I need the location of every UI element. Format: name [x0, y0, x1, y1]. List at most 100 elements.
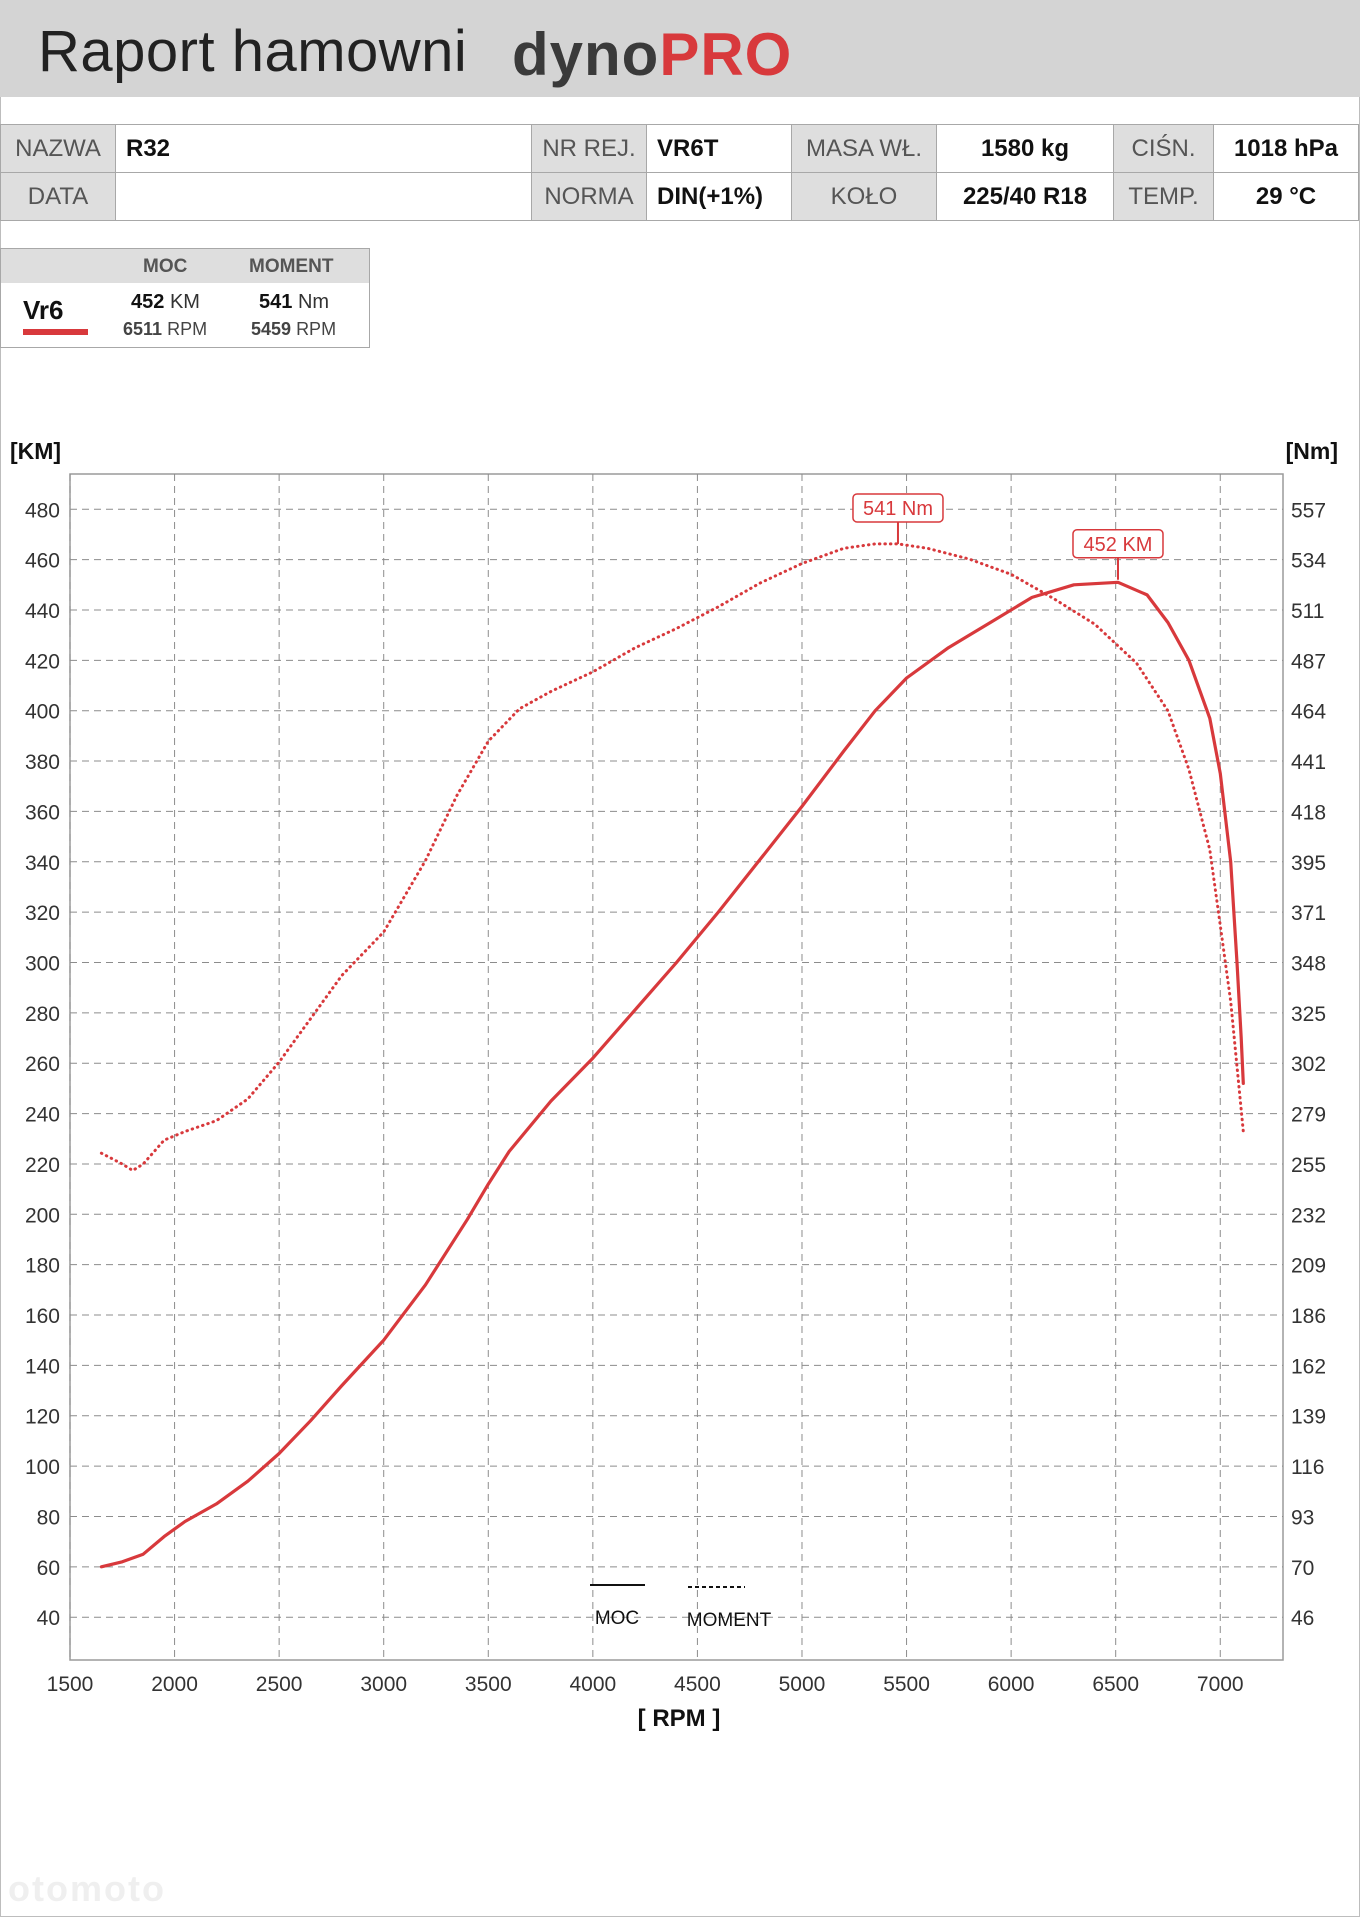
- y-tick-label-right: 418: [1291, 801, 1326, 824]
- y-tick-label-left: 40: [37, 1607, 60, 1630]
- y-tick-label-right: 371: [1291, 902, 1326, 925]
- plot-area: [69, 473, 1284, 1661]
- y-tick-label-left: 300: [25, 953, 60, 976]
- x-tick-label: 2500: [256, 1673, 303, 1696]
- value-pressure: 1018 hPa: [1213, 124, 1359, 173]
- annotation-label: 541 Nm: [863, 498, 933, 520]
- power-curve: [99, 580, 1245, 1569]
- report-header: Raport hamowni dynoPRO: [0, 0, 1360, 97]
- y-tick-label-left: 420: [25, 650, 60, 673]
- y-tick-label-left: 180: [25, 1255, 60, 1278]
- y-tick-label-left: 80: [37, 1506, 60, 1529]
- report-title: Raport hamowni: [38, 19, 468, 84]
- info-row: NAZWA R32 NR REJ. VR6T MASA WŁ. 1580 kg …: [0, 124, 1359, 173]
- dyno-chart: 40 46 60 70 80 93 100 116 120 139 140 162 160 186 180 2…: [0, 420, 1360, 1740]
- y-tick-label-right: 255: [1291, 1154, 1326, 1177]
- y-tick-label-left: 160: [25, 1305, 60, 1328]
- annotation-label: 452 KM: [1084, 534, 1153, 556]
- info-row: DATA NORMA DIN(+1%) KOŁO 225/40 R18 TEMP…: [0, 172, 1359, 221]
- x-tick-label: 5500: [883, 1673, 930, 1696]
- y-tick-label-right: 441: [1291, 751, 1326, 774]
- y-tick-label-right: 116: [1291, 1456, 1324, 1479]
- y-tick-label-right: 279: [1291, 1104, 1326, 1127]
- label-pressure: CIŚN.: [1113, 124, 1214, 173]
- x-axis-label: [ RPM ]: [638, 1705, 721, 1732]
- run-name: Vr6: [23, 295, 64, 325]
- y-tick-label-right: 139: [1291, 1406, 1326, 1429]
- x-tick-label: 3000: [360, 1673, 407, 1696]
- legend-label-torque: MOMENT: [687, 1610, 772, 1631]
- value-name: R32: [115, 124, 532, 173]
- label-mass: MASA WŁ.: [791, 124, 937, 173]
- y-tick-label-left: 220: [25, 1154, 60, 1177]
- torque-curve: [99, 542, 1245, 1172]
- y-tick-label-left: 380: [25, 751, 60, 774]
- x-tick-label: 5000: [779, 1673, 826, 1696]
- y-tick-label-right: 487: [1291, 650, 1326, 673]
- peak-torque: 541 Nm: [259, 291, 330, 313]
- label-norm: NORMA: [531, 172, 647, 221]
- value-mass: 1580 kg: [936, 124, 1114, 173]
- y-tick-label-right: 93: [1291, 1506, 1314, 1529]
- summary-col-power: MOC: [143, 256, 188, 277]
- x-tick-label: 7000: [1197, 1673, 1244, 1696]
- x-tick-label: 6000: [988, 1673, 1035, 1696]
- y-tick-label-left: 100: [25, 1456, 60, 1479]
- run-summary-box: MOC MOMENT Vr6 452 KM 6511 RPM 541 Nm 54…: [0, 248, 370, 348]
- y-tick-label-right: 209: [1291, 1255, 1326, 1278]
- vehicle-info-table: NAZWA R32 NR REJ. VR6T MASA WŁ. 1580 kg …: [0, 124, 1359, 221]
- y-axis-label-right: [Nm]: [1286, 438, 1338, 464]
- y-tick-label-left: 460: [25, 550, 60, 573]
- dyno-chart-svg: 40 46 60 70 80 93 100 116 120 139 140 162 160 186 180 2…: [10, 438, 1338, 1732]
- value-temperature: 29 °C: [1213, 172, 1359, 221]
- y-tick-label-left: 260: [25, 1053, 60, 1076]
- y-axis-label-left: [KM]: [10, 438, 61, 464]
- y-tick-label-left: 340: [25, 852, 60, 875]
- peak-power-rpm: 6511 RPM: [123, 319, 208, 339]
- label-wheel: KOŁO: [791, 172, 937, 221]
- y-tick-label-right: 395: [1291, 852, 1326, 875]
- y-tick-label-left: 240: [25, 1104, 60, 1127]
- summary-header: MOC MOMENT: [1, 249, 369, 283]
- y-tick-label-right: 325: [1291, 1003, 1326, 1026]
- value-norm: DIN(+1%): [646, 172, 792, 221]
- x-tick-label: 3500: [465, 1673, 512, 1696]
- annotation-box: [1072, 529, 1164, 559]
- y-tick-label-right: 46: [1291, 1607, 1314, 1630]
- y-tick-label-left: 440: [25, 600, 60, 623]
- y-tick-label-right: 186: [1291, 1305, 1326, 1328]
- y-tick-label-right: 557: [1291, 499, 1326, 522]
- y-tick-label-left: 320: [25, 902, 60, 925]
- y-tick-label-right: 348: [1291, 953, 1326, 976]
- value-date: [115, 172, 532, 221]
- y-tick-label-left: 140: [25, 1355, 60, 1378]
- watermark: otomoto: [8, 1868, 166, 1909]
- value-registration: VR6T: [646, 124, 792, 173]
- legend-label-power: MOC: [595, 1608, 639, 1629]
- x-tick-label: 2000: [151, 1673, 198, 1696]
- peak-torque-rpm: 5459 RPM: [251, 319, 337, 339]
- y-tick-label-right: 464: [1291, 701, 1326, 724]
- label-date: DATA: [0, 172, 116, 221]
- annotation-box: [852, 493, 944, 523]
- y-tick-label-left: 480: [25, 499, 60, 522]
- y-tick-label-right: 511: [1291, 600, 1324, 623]
- value-wheel: 225/40 R18: [936, 172, 1114, 221]
- peak-power: 452 KM: [131, 291, 200, 313]
- y-tick-label-left: 200: [25, 1204, 60, 1227]
- y-tick-label-right: 70: [1291, 1557, 1314, 1580]
- y-tick-label-left: 60: [37, 1557, 60, 1580]
- label-registration: NR REJ.: [531, 124, 647, 173]
- y-tick-label-left: 280: [25, 1003, 60, 1026]
- y-tick-label-right: 232: [1291, 1204, 1326, 1227]
- y-tick-label-left: 120: [25, 1406, 60, 1429]
- y-tick-label-left: 360: [25, 801, 60, 824]
- run-color-swatch: [23, 329, 88, 335]
- x-tick-label: 1500: [47, 1673, 94, 1696]
- y-tick-label-right: 302: [1291, 1053, 1326, 1076]
- label-temperature: TEMP.: [1113, 172, 1214, 221]
- x-tick-label: 4000: [569, 1673, 616, 1696]
- brand-logo: dynoPRO: [512, 21, 793, 88]
- y-tick-label-right: 534: [1291, 550, 1326, 573]
- x-tick-label: 6500: [1092, 1673, 1139, 1696]
